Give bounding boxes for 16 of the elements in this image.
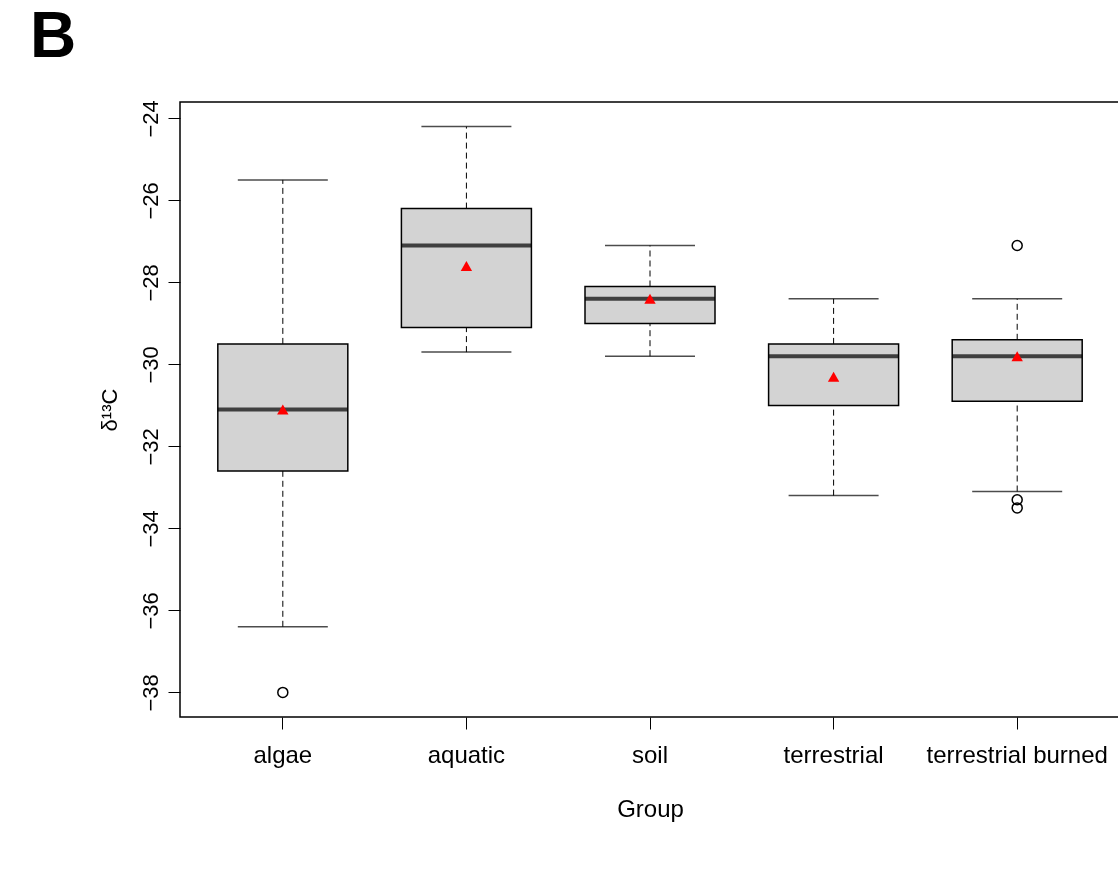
y-tick-label: −36 — [137, 592, 163, 630]
y-tick-label: −32 — [137, 428, 163, 466]
x-tick-label: soil — [631, 740, 669, 768]
x-tick-label: algae — [253, 740, 313, 768]
x-tick-label: terrestrial — [783, 740, 884, 768]
y-tick-label: −24 — [137, 100, 163, 138]
y-tick-label: −30 — [137, 346, 163, 384]
y-tick-label: −34 — [137, 510, 163, 548]
chart-title: B — [30, 0, 77, 71]
y-tick-label: −28 — [137, 264, 163, 302]
x-axis-title: Group — [617, 794, 684, 822]
y-tick-label: −38 — [137, 674, 163, 712]
y-axis-title: δ¹³C — [96, 388, 122, 432]
y-tick-label: −26 — [137, 182, 163, 220]
x-tick-label: terrestrial burned — [926, 740, 1108, 768]
x-tick-label: aquatic — [427, 740, 506, 768]
